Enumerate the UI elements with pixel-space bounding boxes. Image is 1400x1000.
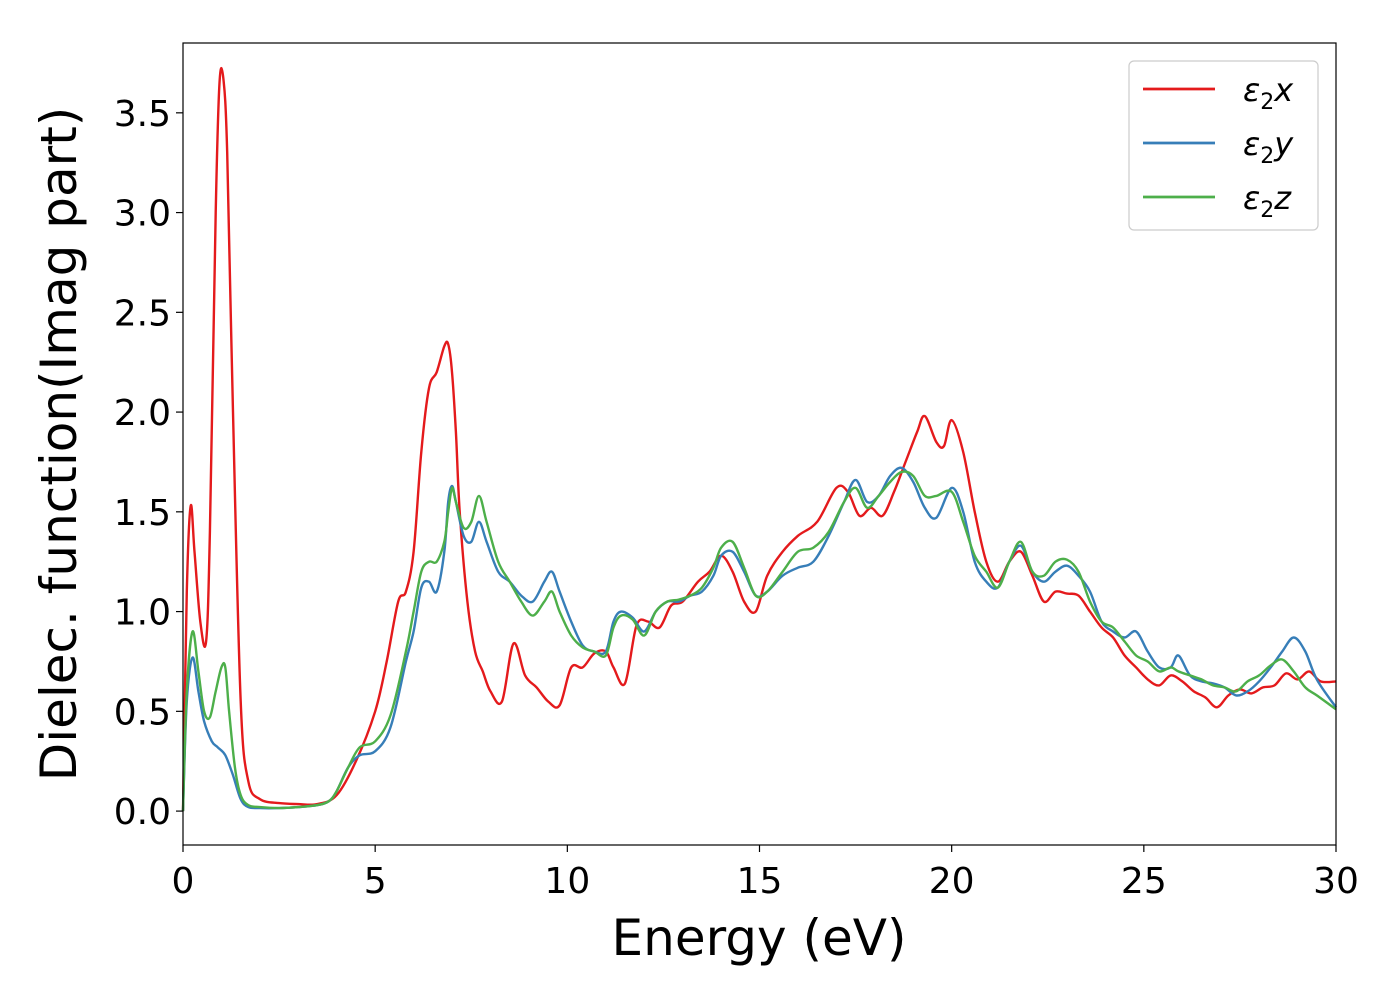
y-tick-label: 3.0: [114, 194, 171, 235]
x-axis-title: Energy (eV): [612, 909, 907, 967]
x-tick-label: 5: [364, 861, 387, 902]
series-line-z: [181, 470, 1337, 812]
x-axis: 0 5 10 15 20 25 30: [172, 845, 1359, 902]
legend-box: [1128, 60, 1319, 231]
y-axis: 0.0 0.5 1.0 1.5 2.0 2.5 3.0 3.5: [114, 94, 183, 833]
legend-label-x: ε2x: [1243, 71, 1294, 115]
series-layer: [181, 66, 1337, 812]
y-tick-label: 1.5: [114, 493, 171, 534]
legend: ε2x ε2y ε2z: [1128, 60, 1319, 231]
series-line-y: [181, 466, 1337, 812]
series-line-x: [181, 66, 1337, 812]
y-axis-title: Dielec. function(Imag part): [30, 107, 88, 782]
y-tick-label: 2.0: [114, 393, 171, 434]
x-tick-label: 0: [172, 861, 195, 902]
y-tick-label: 0.0: [114, 792, 171, 833]
y-tick-label: 3.5: [114, 94, 171, 135]
y-tick-label: 1.0: [114, 593, 171, 634]
x-tick-label: 15: [737, 861, 783, 902]
x-tick-label: 10: [544, 861, 590, 902]
x-tick-label: 25: [1121, 861, 1167, 902]
x-tick-label: 30: [1313, 861, 1359, 902]
legend-label-y: ε2y: [1243, 125, 1294, 169]
legend-label-z: ε2z: [1243, 179, 1292, 223]
y-tick-label: 2.5: [114, 293, 171, 334]
x-tick-label: 20: [929, 861, 975, 902]
y-tick-label: 0.5: [114, 692, 171, 733]
